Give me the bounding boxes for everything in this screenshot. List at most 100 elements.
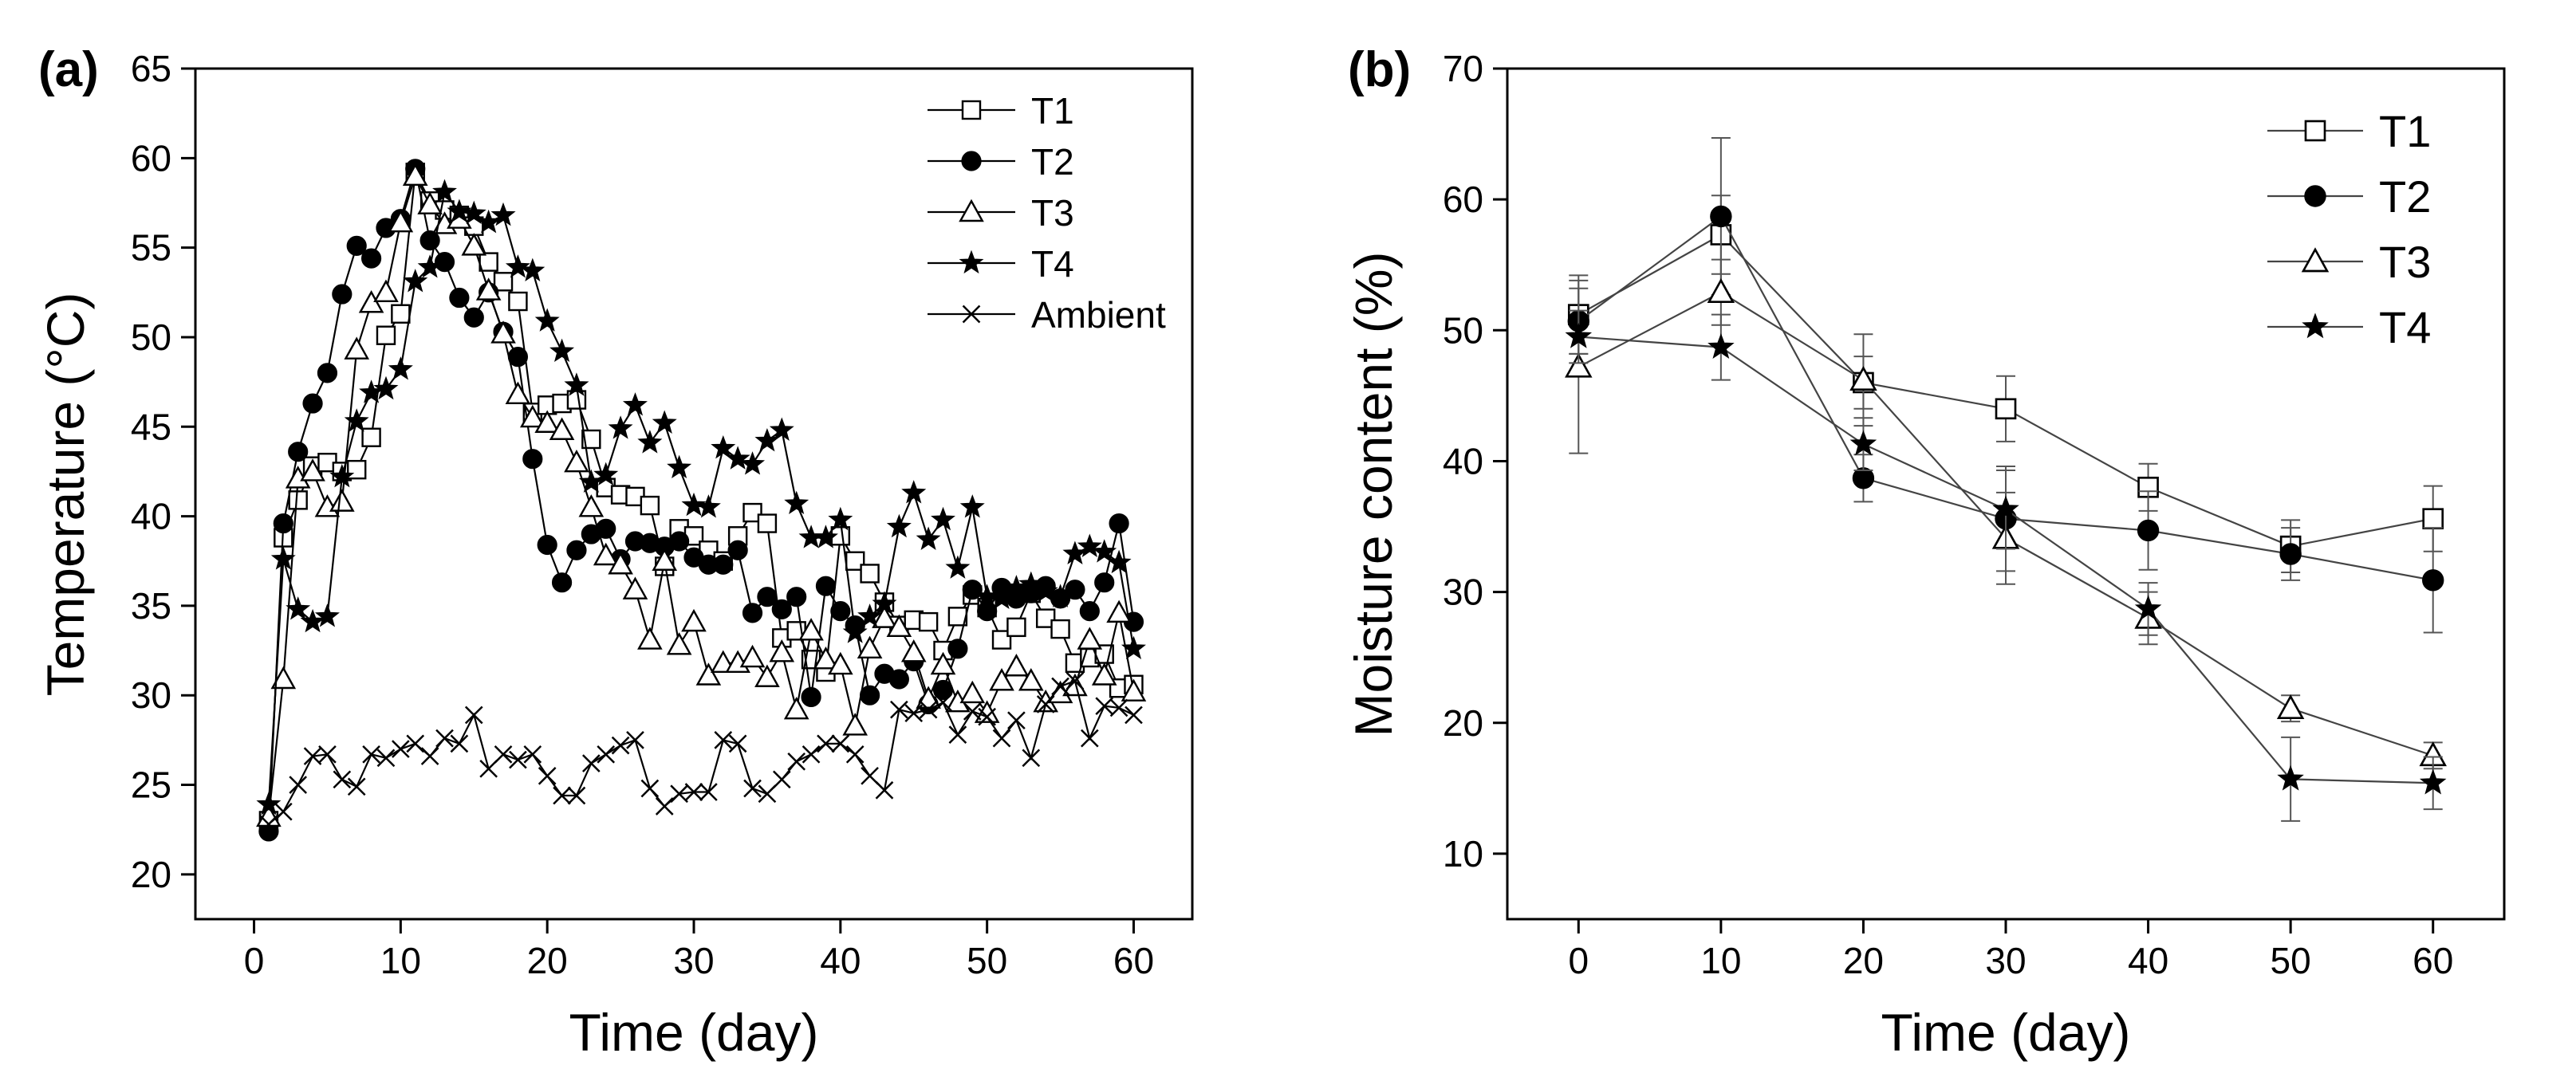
point-ambient-30 [684, 783, 703, 801]
panel-a-series [256, 159, 1147, 842]
point-t3-22 [564, 449, 589, 473]
point-t2-5 [317, 363, 338, 383]
point-t2-39 [815, 576, 837, 596]
x-tick-label-0: 0 [244, 940, 265, 981]
point-t4-40 [828, 506, 853, 531]
point-t3-21 [549, 417, 575, 440]
x-tick-label-50: 50 [2271, 940, 2311, 981]
legend-label-t3: T3 [1031, 192, 1074, 234]
panel-b-y-axis-title: Moisture content (%) [1344, 252, 1403, 737]
point-t4-47 [931, 506, 955, 531]
point-ambient-21 [553, 786, 571, 805]
point-t1-18 [508, 291, 528, 312]
point-t3-49 [959, 680, 986, 704]
y-tick-label-30: 30 [1443, 572, 1483, 613]
point-t4-0 [1565, 322, 1593, 348]
point-t3-12 [417, 191, 443, 214]
legend-label-t2: T2 [2379, 171, 2431, 222]
point-t3-26 [622, 576, 648, 599]
legend-label-t3: T3 [2379, 237, 2431, 287]
point-t3-10 [388, 209, 414, 233]
point-t4-20 [1849, 430, 1877, 456]
panel-a-legend: T1 T2 T3 T4 Ambient [928, 90, 1166, 336]
point-ambient-34 [743, 779, 762, 798]
point-t3-37 [783, 696, 809, 720]
point-t3-15 [461, 233, 487, 256]
point-t4-39 [813, 525, 838, 548]
point-ambient-47 [934, 693, 952, 712]
legend-entry-t1: T1 [2267, 106, 2431, 156]
panel-b-x-axis-title: Time (day) [1881, 1003, 2131, 1062]
point-t3-7 [344, 336, 370, 360]
point-ambient-41 [845, 745, 865, 764]
point-t4-3 [286, 596, 311, 620]
point-t4-9 [373, 375, 399, 400]
point-t3-57 [1077, 627, 1103, 650]
point-t1-30 [1995, 398, 2017, 420]
point-ambient-56 [1065, 671, 1085, 690]
legend-label-t2: T2 [1031, 141, 1074, 183]
point-t4-58 [1092, 539, 1117, 563]
point-t4-19 [520, 257, 546, 281]
legend-marker-t4 [959, 250, 984, 274]
legend-label-t1: T1 [2379, 106, 2431, 156]
point-t3-4 [300, 458, 325, 481]
point-ambient-20 [538, 766, 557, 785]
x-tick-label-0: 0 [1568, 940, 1589, 981]
point-t4-2 [270, 546, 296, 570]
point-t4-6 [329, 463, 355, 488]
legend-entry-t2: T2 [2267, 171, 2431, 222]
point-t2-21 [551, 572, 573, 593]
point-ambient-51 [992, 729, 1011, 748]
point-ambient-27 [640, 779, 660, 798]
point-t4-25 [608, 415, 633, 439]
x-tick-label-50: 50 [967, 940, 1007, 981]
series-ambient [259, 671, 1143, 834]
point-t2-7 [346, 235, 367, 256]
point-t3-43 [872, 605, 897, 628]
point-ambient-46 [919, 700, 938, 719]
point-t3-45 [900, 639, 927, 662]
legend-marker-t1 [961, 100, 982, 120]
point-t3-59 [1106, 599, 1132, 623]
point-t2-37 [786, 587, 807, 607]
point-t2-59 [1109, 513, 1129, 534]
point-ambient-38 [802, 745, 821, 764]
point-t4-55 [1048, 584, 1073, 607]
point-ambient-26 [626, 731, 644, 749]
point-ambient-44 [890, 700, 908, 719]
point-t2-22 [566, 540, 587, 560]
point-ambient-8 [362, 745, 380, 764]
point-t4-10 [1707, 332, 1735, 359]
point-t3-60 [1121, 678, 1147, 702]
point-t3-42 [857, 635, 883, 659]
y-tick-label-65: 65 [131, 48, 171, 89]
point-t3-17 [490, 320, 516, 344]
point-t4-60 [1121, 635, 1146, 659]
point-ambient-16 [479, 759, 498, 778]
panel-b-ticks: 0 10 20 30 40 50 60 10 20 30 40 50 60 70 [1443, 48, 2453, 981]
point-t4-60 [2419, 768, 2447, 795]
x-tick-label-60: 60 [1113, 940, 1154, 981]
point-t2-49 [962, 580, 983, 600]
point-t4-33 [725, 446, 750, 470]
point-t4-1 [256, 791, 282, 816]
point-t4-17 [490, 202, 516, 226]
point-ambient-48 [948, 725, 967, 744]
point-ambient-58 [1095, 697, 1114, 716]
point-t3-2 [270, 666, 297, 690]
point-ambient-49 [963, 702, 982, 721]
point-ambient-55 [1051, 677, 1069, 696]
point-t2-48 [947, 639, 968, 659]
point-t1-3 [288, 490, 308, 510]
point-ambient-19 [523, 745, 542, 764]
point-t4-7 [344, 408, 369, 432]
point-t4-41 [842, 619, 868, 643]
point-t3-46 [916, 686, 941, 709]
point-t3-24 [593, 542, 619, 566]
point-t4-56 [1062, 540, 1088, 564]
point-t2-8 [360, 248, 382, 269]
legend-entry-t2: T2 [928, 141, 1074, 183]
y-tick-label-40: 40 [131, 496, 171, 537]
legend-entry-ambient: Ambient [928, 294, 1166, 336]
